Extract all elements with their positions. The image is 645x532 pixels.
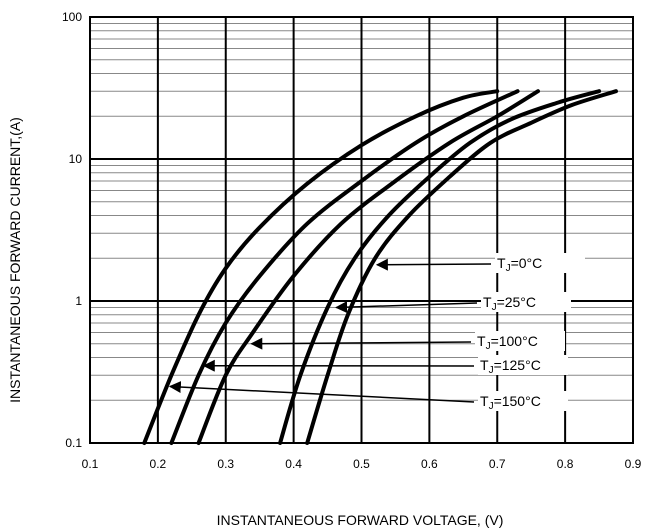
annotations: TJ=0°C TJ=25°C TJ=100°C TJ=125°C TJ=150°C [168,253,585,412]
plot-frame [89,16,634,444]
annotation-label-bg [495,253,585,273]
y-tick-label: 0.1 [65,436,82,450]
annotation-label: TJ=0°C [497,255,542,274]
x-tick-label: 0.7 [489,457,506,471]
annotation-label: TJ=150°C [480,393,541,412]
x-tick-label: 0.2 [150,457,167,471]
x-tick-label: 0.1 [82,457,99,471]
annotation-label: TJ=125°C [480,357,541,376]
x-tick-label: 0.3 [217,457,234,471]
x-tick-label: 0.5 [353,457,370,471]
y-tick-label: 1 [75,294,82,308]
y-tick-labels: 0.1 1 10 100 [62,10,82,450]
y-tick-label: 10 [69,152,83,166]
x-tick-label: 0.4 [285,457,302,471]
annotation-label-bg [475,331,565,351]
series-line [305,89,618,445]
series-line [278,89,602,445]
annotation-label-bg [478,391,568,411]
annotation-arrow [375,258,492,271]
x-tick-labels: 0.1 0.2 0.3 0.4 0.5 0.6 0.7 0.8 0.9 [82,457,642,471]
x-tick-label: 0.9 [625,457,642,471]
annotation-label: TJ=25°C [483,294,536,313]
annotation-arrow [335,301,478,314]
y-axis-label: INSTANTANEOUS FORWARD CURRENT,(A) [7,117,23,403]
y-tick-label: 100 [62,10,82,24]
x-axis-label: INSTANTANEOUS FORWARD VOLTAGE, (V) [217,512,504,528]
x-tick-label: 0.6 [421,457,438,471]
annotation-arrow [168,381,475,403]
annotation-label-bg [481,292,571,312]
x-tick-label: 0.8 [557,457,574,471]
annotation-label: TJ=100°C [477,333,538,352]
series-line [196,89,540,445]
series-line [142,89,500,445]
annotation-arrow [250,337,472,350]
annotation-label-bg [478,355,568,375]
